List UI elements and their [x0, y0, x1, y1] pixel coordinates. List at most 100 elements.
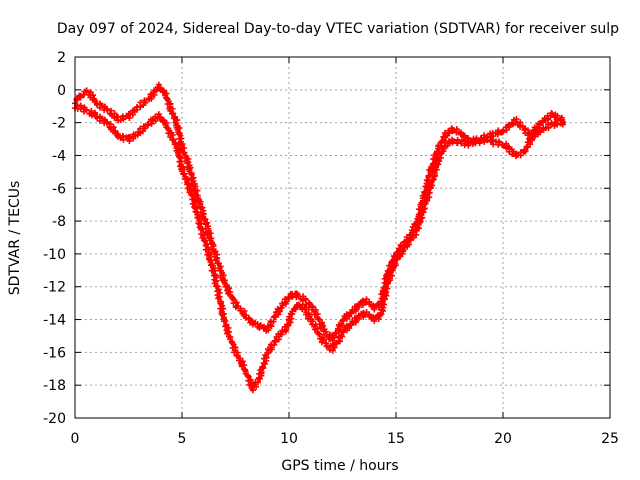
- data-point: [400, 247, 407, 254]
- data-point: [220, 278, 227, 285]
- y-tick-label: -6: [52, 181, 66, 197]
- data-point: [283, 326, 290, 333]
- data-point: [257, 322, 264, 329]
- data-point: [107, 121, 114, 128]
- x-axis-label: GPS time / hours: [281, 458, 398, 474]
- data-point: [348, 310, 355, 317]
- data-point: [433, 150, 440, 157]
- data-point: [263, 354, 270, 361]
- data-point: [476, 140, 483, 147]
- data-point: [320, 336, 327, 343]
- plot-area-frame: [74, 56, 611, 419]
- data-point: [284, 321, 291, 328]
- data-point: [366, 311, 373, 318]
- data-points: [72, 81, 566, 394]
- data-point: [236, 357, 243, 364]
- data-point: [548, 110, 555, 117]
- data-point: [242, 368, 249, 375]
- data-point: [380, 296, 387, 303]
- x-tick-label: 20: [494, 431, 512, 447]
- data-point: [446, 140, 453, 147]
- y-tick-label: -12: [43, 280, 66, 296]
- data-point: [191, 198, 198, 205]
- data-point: [162, 121, 169, 128]
- data-point: [181, 170, 188, 177]
- data-point: [287, 319, 294, 326]
- data-point: [120, 136, 127, 143]
- data-point: [157, 114, 164, 121]
- data-point: [92, 111, 99, 118]
- data-point: [222, 283, 229, 290]
- data-point: [244, 372, 251, 379]
- data-point: [306, 313, 313, 320]
- data-point: [87, 89, 94, 96]
- x-tick-label: 15: [387, 431, 405, 447]
- x-tick-label: 5: [178, 431, 187, 447]
- data-point: [186, 187, 193, 194]
- data-point: [142, 99, 149, 106]
- data-point: [302, 296, 309, 303]
- x-tick-label: 10: [280, 431, 298, 447]
- y-tick-label: -2: [52, 116, 66, 132]
- data-point: [392, 262, 399, 269]
- data-point: [382, 285, 389, 292]
- data-point: [220, 318, 227, 325]
- data-point: [331, 334, 338, 341]
- data-point: [174, 117, 181, 124]
- data-point: [315, 330, 322, 337]
- data-point: [338, 331, 345, 338]
- data-point: [192, 183, 199, 190]
- data-point: [214, 260, 221, 267]
- data-point: [81, 91, 88, 98]
- data-point: [222, 323, 229, 330]
- data-point: [506, 124, 513, 131]
- data-point: [192, 199, 199, 206]
- data-point: [245, 315, 252, 322]
- data-point: [196, 215, 203, 222]
- data-point: [523, 143, 530, 150]
- data-point: [198, 220, 205, 227]
- data-point: [114, 131, 121, 138]
- y-tick-label: -16: [43, 345, 66, 361]
- data-point: [536, 122, 543, 129]
- data-point: [505, 143, 512, 150]
- data-point: [315, 316, 322, 323]
- data-point: [496, 138, 503, 145]
- data-point: [227, 291, 234, 298]
- data-point: [220, 305, 227, 312]
- data-point: [457, 129, 464, 136]
- data-point: [170, 136, 177, 143]
- y-tick-label: -4: [52, 148, 66, 164]
- data-point: [174, 126, 181, 133]
- chart-title: Day 097 of 2024, Sidereal Day-to-day VTE…: [57, 21, 619, 37]
- data-point: [187, 170, 194, 177]
- data-point: [271, 313, 278, 320]
- data-point: [104, 119, 111, 126]
- data-point: [484, 137, 491, 144]
- data-point: [205, 247, 212, 254]
- data-point: [458, 138, 465, 145]
- data-point: [348, 322, 355, 329]
- y-tick-label: -8: [52, 214, 66, 230]
- series-lower-track: [72, 102, 566, 394]
- data-point: [207, 230, 214, 237]
- data-point: [407, 237, 414, 244]
- data-point: [227, 336, 234, 343]
- y-tick-label: -10: [43, 247, 66, 263]
- data-point: [83, 107, 90, 114]
- data-point: [539, 119, 546, 126]
- data-point: [271, 338, 278, 345]
- data-point: [171, 141, 178, 148]
- data-point: [537, 129, 544, 136]
- data-point: [77, 92, 84, 99]
- data-point: [170, 115, 177, 122]
- data-point: [276, 308, 283, 315]
- data-point: [326, 346, 333, 353]
- data-point: [169, 110, 176, 117]
- data-point: [216, 293, 223, 300]
- data-point: [148, 95, 155, 102]
- y-tick-label: -18: [43, 378, 66, 394]
- data-point: [182, 176, 189, 183]
- data-point: [197, 198, 204, 205]
